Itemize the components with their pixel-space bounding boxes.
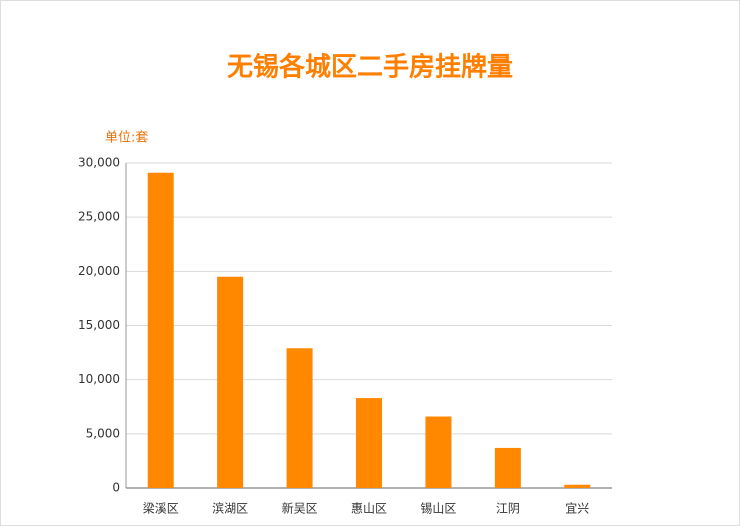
y-tick-label: 20,000 <box>78 264 120 278</box>
bar <box>147 172 174 488</box>
y-tick-label: 10,000 <box>78 372 120 386</box>
unit-label: 单位:套 <box>105 130 148 146</box>
chart-title: 无锡各城区二手房挂牌量 <box>227 52 513 83</box>
x-tick-label: 江阴 <box>496 502 520 516</box>
y-tick-label: 5,000 <box>86 426 120 440</box>
x-tick-label: 新吴区 <box>282 501 318 516</box>
x-tick-label: 宜兴 <box>565 501 589 516</box>
y-tick-label: 25,000 <box>78 210 120 224</box>
x-tick-label: 锡山区 <box>420 501 456 516</box>
bar <box>425 416 452 488</box>
bar <box>217 276 244 488</box>
x-tick-label: 滨湖区 <box>212 501 248 516</box>
x-tick-label: 惠山区 <box>351 502 387 516</box>
y-tick-label: 30,000 <box>78 156 120 170</box>
bar <box>564 484 591 488</box>
y-tick-label: 0 <box>112 481 120 495</box>
y-tick-label: 15,000 <box>78 318 120 332</box>
x-tick-label: 梁溪区 <box>143 501 179 516</box>
bar <box>494 447 521 488</box>
bar <box>286 348 313 488</box>
bar <box>356 398 382 488</box>
